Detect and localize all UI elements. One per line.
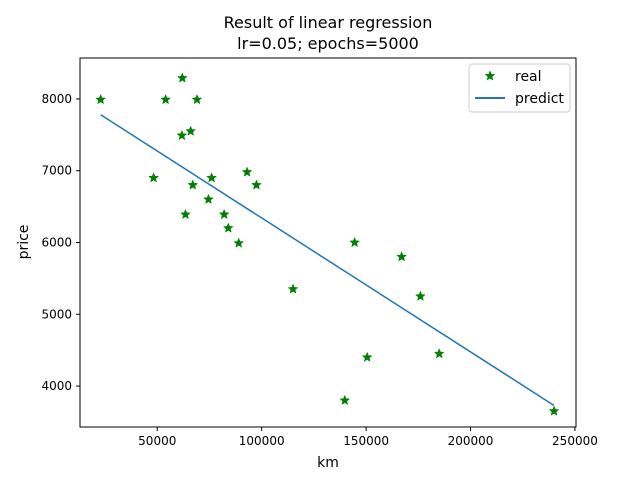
real-data-point [95, 93, 107, 105]
real-data-point [548, 405, 560, 416]
real-data-point [206, 172, 218, 183]
x-tick-label: 150000 [343, 434, 389, 448]
real-data-point [222, 222, 234, 233]
y-tick-label: 8000 [41, 92, 72, 106]
chart-subtitle: lr=0.05; epochs=5000 [237, 34, 419, 53]
y-tick-label: 6000 [41, 236, 72, 250]
legend-real-marker [484, 70, 496, 81]
legend-star-icon [484, 70, 496, 81]
x-tick-label: 50000 [138, 434, 176, 448]
real-data-point [176, 129, 188, 141]
plot-background [80, 58, 576, 427]
y-tick-label: 4000 [41, 379, 72, 393]
legend-box [468, 63, 571, 113]
real-data-point [180, 208, 191, 220]
real-data-point [160, 93, 172, 105]
real-data-point [191, 93, 203, 105]
y-axis-label: price [16, 225, 32, 260]
x-tick-label: 200000 [448, 434, 494, 448]
x-tick-label: 250000 [552, 434, 598, 448]
real-data-point [176, 72, 188, 83]
y-axis-ticks: 4000 5000 6000 7000 8000 [41, 92, 80, 393]
y-tick-label: 7000 [41, 164, 72, 178]
chart-title: Result of linear regression [224, 13, 433, 32]
plot-area: 50000 100000 150000 200000 250000 4000 5000 60… [41, 57, 598, 448]
real-data-point [187, 179, 199, 190]
real-data-point [361, 351, 373, 362]
y-tick-label: 5000 [41, 307, 72, 321]
real-data-point [415, 290, 426, 301]
legend-predict-label: predict [515, 91, 564, 107]
real-data-point [218, 208, 230, 220]
legend-real-label: real [515, 69, 542, 85]
x-tick-label: 100000 [239, 434, 285, 448]
real-data-point [339, 394, 351, 406]
real-data-point [148, 172, 159, 183]
predict-line [100, 114, 555, 407]
predict-series [100, 114, 555, 407]
real-series [95, 72, 560, 416]
real-data-point [251, 179, 262, 190]
real-data-point [349, 236, 361, 248]
real-data-point [185, 125, 197, 136]
legend: real predict [468, 63, 571, 113]
plot-frame [79, 57, 577, 428]
real-data-point [203, 193, 214, 205]
x-axis-label: km [317, 455, 339, 471]
real-data-point [433, 348, 445, 359]
real-data-point [233, 237, 245, 248]
real-data-point [287, 283, 299, 294]
x-axis-ticks: 50000 100000 150000 200000 250000 [138, 427, 598, 448]
real-data-point [241, 166, 253, 177]
real-data-point [396, 251, 408, 262]
